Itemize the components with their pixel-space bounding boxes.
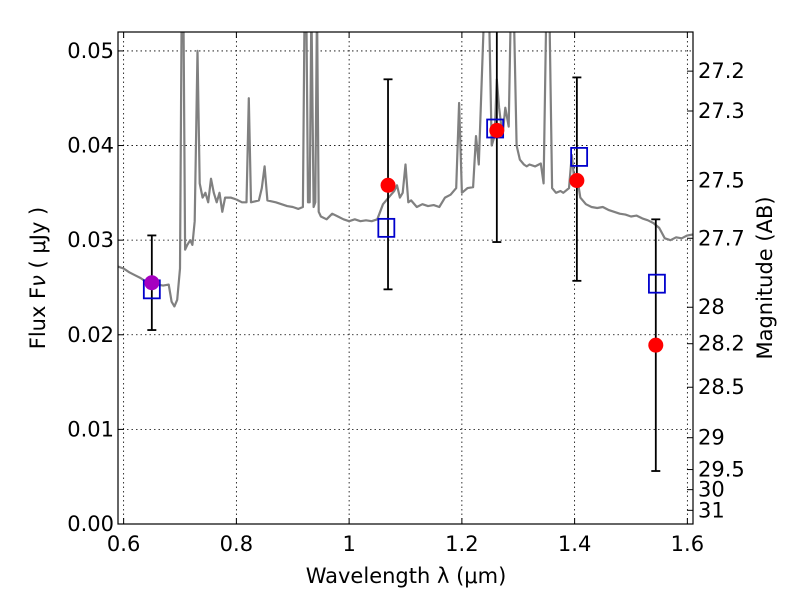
mag-tick-label: 27.2 bbox=[698, 59, 745, 83]
observed-flux-point bbox=[144, 275, 160, 291]
y-axis-title-right: Magnitude (AB) bbox=[753, 196, 777, 359]
y-tick-label: 0.03 bbox=[67, 228, 114, 252]
mag-tick-label: 31 bbox=[698, 498, 725, 522]
mag-tick-label: 28 bbox=[698, 295, 725, 319]
mag-tick-label: 29.5 bbox=[698, 458, 745, 482]
x-tick-label: 1.4 bbox=[558, 532, 591, 556]
plot-background bbox=[118, 32, 693, 524]
y-axis-title-flux: Flux F bbox=[26, 287, 50, 349]
x-axis-title: Wavelength λ (μm) bbox=[306, 564, 507, 588]
y-tick-label: 0.01 bbox=[67, 417, 114, 441]
observed-flux-point bbox=[648, 337, 664, 353]
mag-tick-label: 29 bbox=[698, 426, 725, 450]
y-axis-title-left: Flux Fν ( μJy ) bbox=[26, 207, 50, 350]
model-photometry-square bbox=[570, 146, 589, 167]
x-tick-label: 1.6 bbox=[671, 532, 704, 556]
mag-tick-label: 27.7 bbox=[698, 226, 745, 250]
observed-flux-point bbox=[489, 122, 505, 138]
y-tick-label: 0.02 bbox=[67, 323, 114, 347]
observed-flux-point bbox=[569, 173, 585, 189]
x-tick-label: 1.2 bbox=[445, 532, 478, 556]
model-photometry-square bbox=[377, 217, 396, 238]
data-layer bbox=[118, 32, 693, 472]
mag-tick-label: 30 bbox=[698, 478, 725, 502]
observed-flux-point bbox=[380, 177, 396, 193]
mag-tick-label: 28.2 bbox=[698, 332, 745, 356]
mag-tick-label: 28.5 bbox=[698, 375, 745, 399]
x-tick-label: 0.6 bbox=[107, 532, 140, 556]
x-tick-label: 1 bbox=[342, 532, 355, 556]
y-tick-label: 0.05 bbox=[67, 39, 114, 63]
model-photometry-square bbox=[648, 273, 666, 294]
plot-frame bbox=[117, 31, 694, 525]
y-tick-label: 0.00 bbox=[67, 512, 114, 536]
mag-tick-label: 27.3 bbox=[698, 99, 745, 123]
axis-ticks: 0.6 0.8 1 1.2 1.4 1.6 0.00 0.01 0.02 0.03 0.04 0.05… bbox=[67, 32, 745, 556]
grid-lines bbox=[118, 32, 693, 524]
y-axis-title-fnu-sub: ν bbox=[26, 275, 50, 287]
mag-tick-label: 27.5 bbox=[698, 168, 745, 192]
x-tick-label: 0.8 bbox=[220, 532, 253, 556]
y-tick-label: 0.04 bbox=[67, 134, 114, 158]
y-axis-title-unit: ( μJy ) bbox=[26, 207, 50, 275]
